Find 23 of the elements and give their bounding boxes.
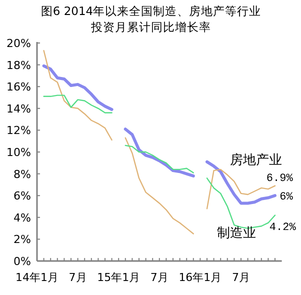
y-tick-label: 14%: [6, 102, 31, 116]
y-tick-label: 2%: [14, 233, 31, 246]
chart-title: 图6 2014年以来全国制造、房地产等行业投资月累计同比增长率: [40, 3, 262, 35]
x-tick-label: 16年1月: [178, 271, 222, 284]
y-tick-label: 4%: [14, 211, 31, 224]
y-tick-label: 12%: [6, 124, 31, 138]
x-tick-label: 15年1月: [97, 271, 140, 284]
y-tick-label: 10%: [6, 146, 31, 159]
x-tick-label: 14年1月: [16, 271, 58, 284]
data-label: 6%: [280, 192, 294, 204]
y-tick-label: 8%: [14, 168, 31, 181]
data-label: 4.2%: [269, 222, 296, 234]
series-label: 房地产业: [230, 152, 282, 168]
x-tick-label: 7月: [232, 271, 250, 284]
data-label: 6.9%: [266, 172, 294, 185]
y-tick-label: 20%: [6, 37, 31, 50]
y-tick-label: 0%: [14, 255, 31, 268]
y-tick-label: 6%: [14, 190, 31, 203]
y-tick-label: 18%: [6, 58, 31, 72]
x-tick-label: 7月: [68, 271, 87, 284]
y-tick-label: 16%: [6, 80, 31, 94]
x-tick-label: 7月: [150, 271, 168, 284]
series-label: 制造业: [217, 226, 256, 242]
